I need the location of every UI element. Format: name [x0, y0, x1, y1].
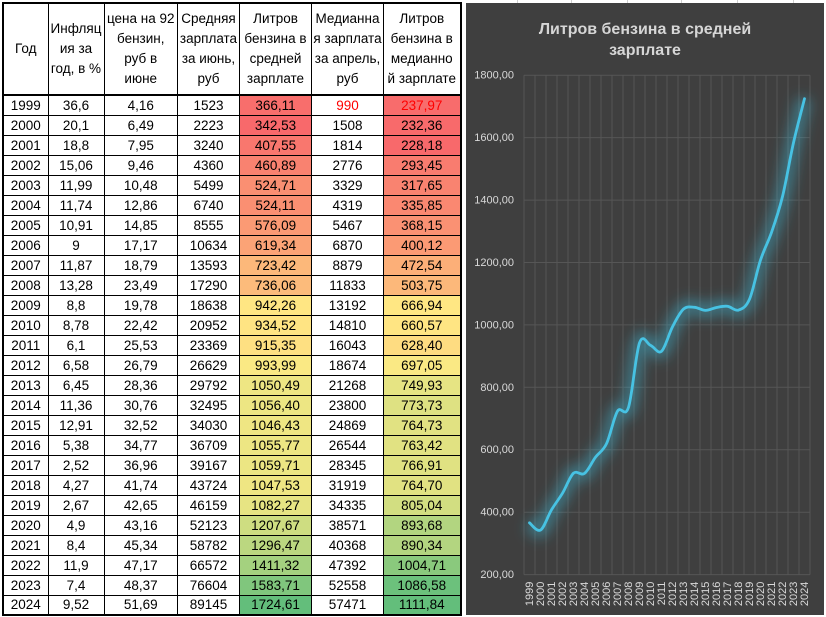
svg-text:2002: 2002 — [557, 582, 569, 606]
svg-text:2009: 2009 — [634, 582, 646, 606]
svg-text:Литров бензина в средней: Литров бензина в средней — [539, 21, 751, 38]
svg-text:1800,00: 1800,00 — [474, 70, 514, 82]
svg-text:2011: 2011 — [656, 582, 668, 606]
svg-text:2003: 2003 — [568, 582, 580, 606]
svg-text:2001: 2001 — [546, 582, 558, 606]
svg-text:2022: 2022 — [777, 582, 789, 606]
svg-text:2019: 2019 — [744, 582, 756, 606]
svg-text:2015: 2015 — [700, 582, 712, 606]
svg-text:1200,00: 1200,00 — [474, 257, 514, 269]
svg-text:2017: 2017 — [722, 582, 734, 606]
svg-text:600,00: 600,00 — [480, 444, 514, 456]
svg-text:2020: 2020 — [755, 582, 767, 606]
svg-text:800,00: 800,00 — [480, 382, 514, 394]
svg-text:2010: 2010 — [645, 582, 657, 606]
svg-text:1999: 1999 — [524, 582, 536, 606]
svg-text:2018: 2018 — [733, 582, 745, 606]
svg-text:400,00: 400,00 — [480, 507, 514, 519]
svg-text:2005: 2005 — [590, 582, 602, 606]
svg-text:200,00: 200,00 — [480, 569, 514, 581]
svg-text:1000,00: 1000,00 — [474, 319, 514, 331]
svg-text:1400,00: 1400,00 — [474, 195, 514, 207]
svg-text:2008: 2008 — [623, 582, 635, 606]
svg-text:2023: 2023 — [788, 582, 800, 606]
svg-text:2000: 2000 — [535, 582, 547, 606]
svg-text:2016: 2016 — [711, 582, 723, 606]
svg-text:2024: 2024 — [799, 582, 811, 606]
svg-text:2006: 2006 — [601, 582, 613, 606]
svg-text:2012: 2012 — [667, 582, 679, 606]
svg-text:2014: 2014 — [689, 582, 701, 606]
svg-text:2004: 2004 — [579, 582, 591, 606]
svg-text:2007: 2007 — [612, 582, 624, 606]
svg-text:2021: 2021 — [766, 582, 778, 606]
svg-text:2013: 2013 — [678, 582, 690, 606]
svg-text:1600,00: 1600,00 — [474, 132, 514, 144]
svg-text:зарплате: зарплате — [609, 42, 681, 59]
